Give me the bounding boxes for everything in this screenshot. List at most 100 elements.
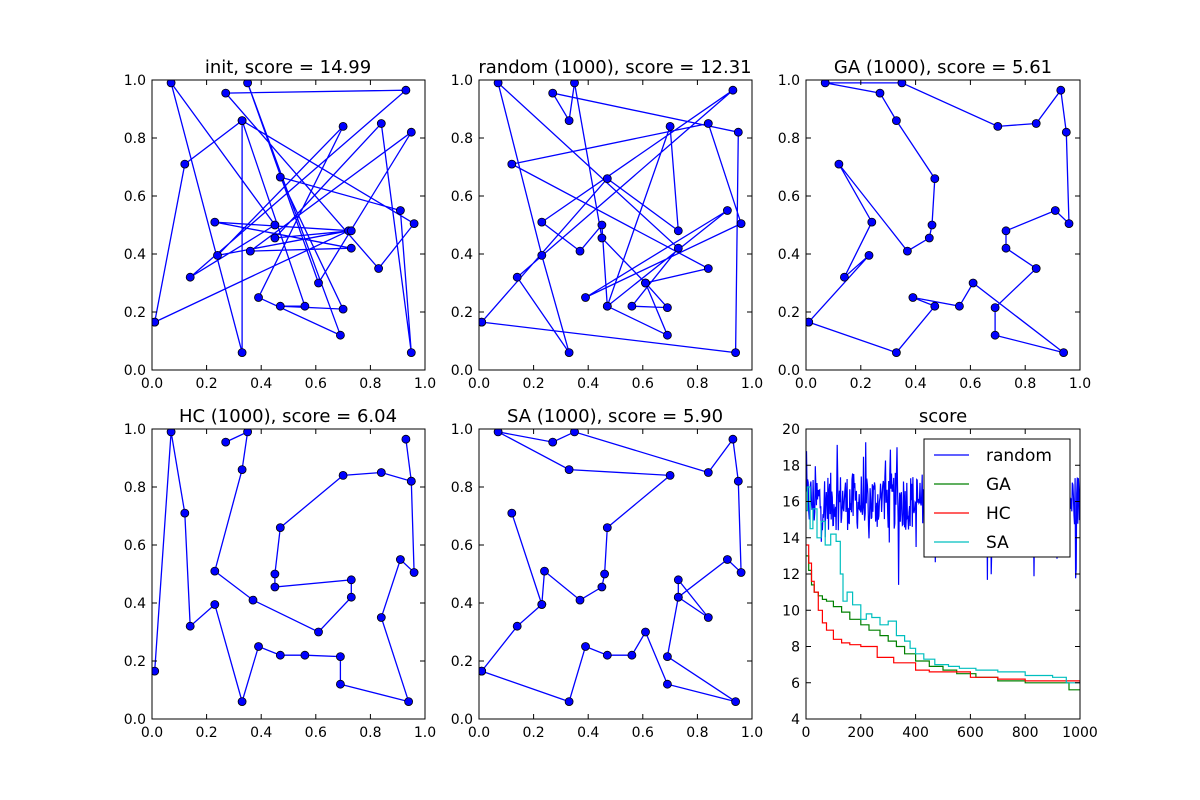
city-point <box>254 293 263 302</box>
plot-area <box>806 80 1080 370</box>
city-point <box>166 80 176 88</box>
x-tick-label: 0.0 <box>468 376 490 392</box>
axes-frame <box>478 79 753 371</box>
subplot-init: 0.0 0.2 0.4 0.6 0.8 1.0 0.0 0.2 0.4 0.6 0.8 1.0 init… <box>124 57 436 392</box>
city-point <box>185 272 195 282</box>
city-point <box>892 348 901 358</box>
x-tick-label: 0.8 <box>686 376 708 392</box>
y-tick-label: 0.0 <box>778 363 800 379</box>
x-tick-label: 0.2 <box>195 725 217 741</box>
city-point <box>736 219 746 229</box>
city-point <box>673 592 683 602</box>
city-point <box>314 627 323 637</box>
city-point <box>924 233 934 243</box>
city-point <box>927 220 937 230</box>
subplot-ga: 0.0 0.2 0.4 0.6 0.8 1.0 0.0 0.2 0.4 0.6 0.8 1.0 GA (… <box>778 57 1091 392</box>
city-point <box>270 569 280 579</box>
city-point <box>479 317 487 327</box>
x-tick-label: 0.0 <box>468 725 490 741</box>
city-point <box>243 80 252 88</box>
city-point <box>703 468 713 477</box>
data-layer <box>479 80 746 358</box>
city-point <box>663 652 672 661</box>
data-layer <box>152 80 419 358</box>
x-tick-label: 1.0 <box>1069 376 1091 392</box>
city-point <box>703 119 713 128</box>
y-tick-label: 0.6 <box>124 538 146 554</box>
city-point <box>1001 243 1011 253</box>
city-point <box>507 508 517 518</box>
y-tick-label: 1.0 <box>124 422 146 438</box>
legend-label-hc: HC <box>986 504 1011 524</box>
city-point <box>237 116 247 125</box>
y-tick-label: 0.2 <box>124 305 146 321</box>
city-point <box>346 243 356 253</box>
y-tick-label: 0.2 <box>451 654 473 670</box>
city-point <box>406 476 416 486</box>
x-tick-label: 0.4 <box>904 376 926 392</box>
legend-label-ga: GA <box>986 475 1011 495</box>
series-line-sa <box>806 486 1080 685</box>
y-tick-label: 1.0 <box>778 73 800 89</box>
city-point <box>703 613 713 622</box>
city-point <box>548 437 558 447</box>
city-point <box>548 88 558 98</box>
y-tick-label: 1.0 <box>124 73 146 89</box>
x-tick-label: 800 <box>1012 725 1039 741</box>
city-point <box>338 470 348 480</box>
city-point <box>665 122 675 131</box>
x-tick-label: 0.6 <box>959 376 981 392</box>
subplot-title: HC (1000), score = 6.04 <box>179 406 397 427</box>
city-point <box>338 122 348 131</box>
city-point <box>346 575 356 585</box>
city-point <box>376 468 386 477</box>
city-point <box>673 243 683 253</box>
city-point <box>512 272 522 282</box>
x-tick-label: 600 <box>957 725 984 741</box>
y-tick-label: 4 <box>791 712 800 728</box>
city-point <box>575 246 585 256</box>
city-point <box>401 434 411 444</box>
city-point <box>736 568 746 577</box>
city-point <box>1031 119 1041 128</box>
x-tick-label: 0.2 <box>850 376 872 392</box>
city-point <box>597 233 607 243</box>
subplot-title: SA (1000), score = 5.90 <box>507 406 723 427</box>
x-tick-label: 0.0 <box>795 376 817 392</box>
city-point <box>930 174 940 184</box>
city-point <box>409 568 419 577</box>
city-point <box>180 159 190 169</box>
city-point <box>570 80 579 88</box>
city-point <box>275 523 285 532</box>
city-point <box>864 250 874 260</box>
x-tick-label: 0.8 <box>686 725 708 741</box>
city-point <box>820 80 830 88</box>
x-tick-label: 0.6 <box>305 725 327 741</box>
x-tick-label: 0.4 <box>577 725 599 741</box>
city-point <box>270 220 280 230</box>
city-point <box>245 246 255 256</box>
city-point <box>602 174 612 184</box>
x-tick-label: 1.0 <box>414 376 436 392</box>
city-point <box>237 697 247 706</box>
city-point <box>627 301 637 311</box>
city-point <box>1001 226 1011 236</box>
city-point <box>600 569 609 579</box>
city-point <box>395 555 405 564</box>
city-point <box>300 650 310 660</box>
x-tick-label: 1.0 <box>414 725 436 741</box>
city-point <box>955 301 964 311</box>
city-point <box>275 172 285 182</box>
y-tick-label: 1.0 <box>451 73 473 89</box>
city-point <box>275 650 285 660</box>
city-point <box>1056 85 1066 95</box>
city-point <box>376 613 386 622</box>
city-point <box>540 566 549 576</box>
city-point <box>237 348 247 358</box>
city-point <box>570 429 579 437</box>
y-tick-label: 0.2 <box>451 305 473 321</box>
axes-frame <box>478 428 753 720</box>
city-point <box>300 301 310 311</box>
city-point <box>338 304 348 314</box>
city-point <box>210 600 220 609</box>
